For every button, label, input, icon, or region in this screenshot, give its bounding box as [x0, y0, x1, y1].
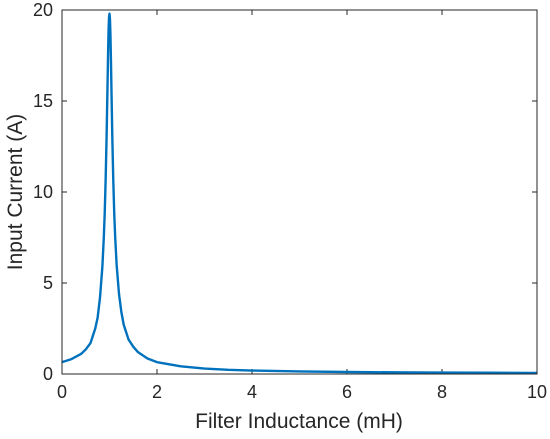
x-tick-label: 4 — [247, 382, 257, 402]
x-tick-label: 6 — [342, 382, 352, 402]
x-tick-label: 8 — [437, 382, 447, 402]
x-axis-label: Filter Inductance (mH) — [195, 410, 403, 433]
y-tick-label: 20 — [33, 0, 53, 20]
x-tick-label: 0 — [57, 382, 67, 402]
axes-box — [61, 9, 538, 375]
series-line — [61, 12, 538, 375]
tick-labels: 0 2 4 6 8 10 0 5 10 15 20 — [33, 0, 547, 402]
y-tick-label: 5 — [43, 273, 53, 293]
y-tick-label: 0 — [43, 364, 53, 384]
y-tick-label: 10 — [33, 182, 53, 202]
y-tick-label: 15 — [33, 91, 53, 111]
y-axis-label: Input Current (A) — [4, 114, 27, 270]
x-tick-label: 10 — [527, 382, 547, 402]
plot-area — [62, 10, 537, 374]
x-tick-label: 2 — [152, 382, 162, 402]
